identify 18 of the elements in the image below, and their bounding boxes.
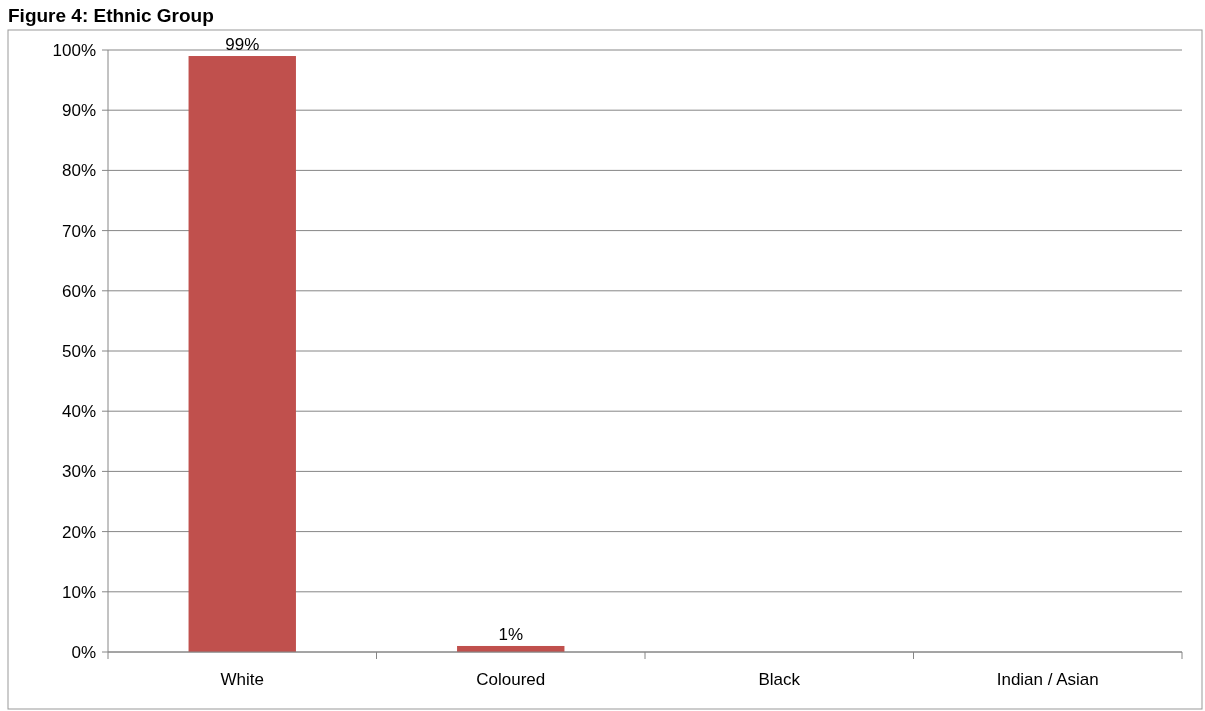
y-tick-label: 60%: [61, 281, 96, 301]
x-tick-label: White: [220, 670, 264, 689]
x-tick-label: Indian / Asian: [996, 670, 1099, 689]
x-tick-label: Black: [758, 670, 801, 689]
y-tick-label: 100%: [52, 40, 96, 60]
y-tick-label: 90%: [61, 101, 96, 121]
data-label: 99%: [225, 35, 260, 55]
y-tick-label: 50%: [61, 341, 96, 361]
data-label: 1%: [498, 624, 524, 644]
y-tick-label: 30%: [61, 462, 96, 482]
y-tick-label: 10%: [61, 582, 96, 602]
y-tick-label: 80%: [61, 161, 96, 181]
x-tick-label: Coloured: [476, 670, 546, 689]
y-tick-label: 40%: [61, 402, 96, 422]
y-tick-label: 70%: [61, 221, 96, 241]
y-tick-label: 20%: [61, 522, 96, 542]
y-tick-label: 0%: [71, 642, 96, 662]
chart-title: Figure 4: Ethnic Group: [8, 5, 214, 26]
